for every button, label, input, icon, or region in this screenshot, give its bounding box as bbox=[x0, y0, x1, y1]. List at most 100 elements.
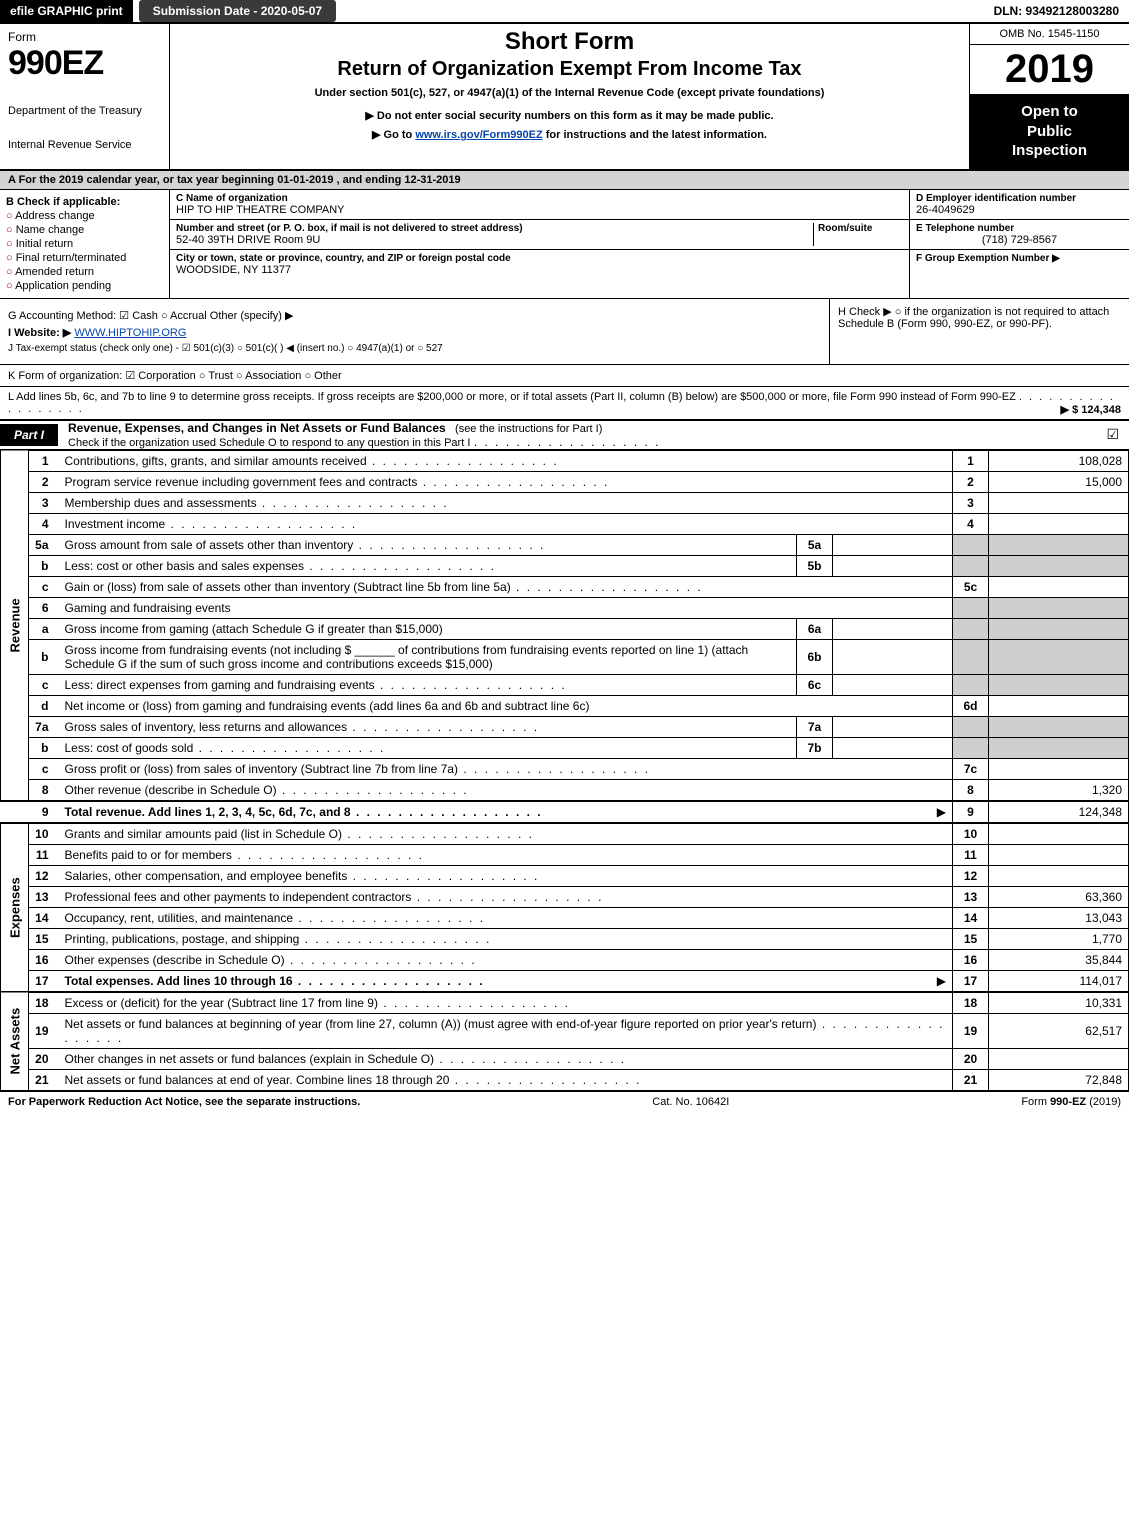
goto-line: ▶ Go to www.irs.gov/Form990EZ for instru… bbox=[180, 128, 959, 141]
page-footer: For Paperwork Reduction Act Notice, see … bbox=[0, 1091, 1129, 1112]
dept-treasury: Department of the Treasury bbox=[8, 105, 161, 117]
key-11: 11 bbox=[953, 844, 989, 865]
amt-14: 13,043 bbox=[989, 907, 1129, 928]
desc-6b: Gross income from fundraising events (no… bbox=[59, 639, 797, 674]
key-1: 1 bbox=[953, 450, 989, 471]
header-left: Form 990EZ Department of the Treasury In… bbox=[0, 24, 170, 169]
desc-3: Membership dues and assessments bbox=[59, 492, 953, 513]
amt-19: 62,517 bbox=[989, 1013, 1129, 1048]
goto-suffix: for instructions and the latest informat… bbox=[546, 129, 767, 141]
col-b-title: B Check if applicable: bbox=[6, 196, 163, 208]
part1-table: Revenue 1 Contributions, gifts, grants, … bbox=[0, 450, 1129, 1091]
dept-irs: Internal Revenue Service bbox=[8, 139, 161, 151]
part1-check-line: Check if the organization used Schedule … bbox=[68, 437, 470, 449]
info-grid: B Check if applicable: Address change Na… bbox=[0, 190, 1129, 299]
desc-5a: Gross amount from sale of assets other t… bbox=[59, 534, 797, 555]
miniamt-7a bbox=[833, 716, 953, 737]
chk-initial-return[interactable]: Initial return bbox=[6, 238, 163, 250]
amt-9: 124,348 bbox=[989, 801, 1129, 823]
key-20: 20 bbox=[953, 1048, 989, 1069]
submission-date-badge: Submission Date - 2020-05-07 bbox=[139, 0, 336, 22]
desc-13: Professional fees and other payments to … bbox=[59, 886, 953, 907]
row-a-tax-year: A For the 2019 calendar year, or tax yea… bbox=[0, 171, 1129, 190]
footer-paperwork: For Paperwork Reduction Act Notice, see … bbox=[8, 1096, 360, 1108]
top-bar: efile GRAPHIC print Submission Date - 20… bbox=[0, 0, 1129, 24]
dln-label: DLN: 93492128003280 bbox=[984, 0, 1129, 22]
chk-name-change[interactable]: Name change bbox=[6, 224, 163, 236]
shade-6b bbox=[953, 639, 989, 674]
key-14: 14 bbox=[953, 907, 989, 928]
website-prefix: I Website: ▶ bbox=[8, 327, 71, 339]
ein-label: D Employer identification number bbox=[916, 193, 1123, 204]
shade-6c bbox=[953, 674, 989, 695]
org-name-label: C Name of organization bbox=[176, 193, 903, 204]
website-link[interactable]: WWW.HIPTOHIP.ORG bbox=[74, 327, 186, 339]
part1-header: Part I Revenue, Expenses, and Changes in… bbox=[0, 421, 1129, 450]
ln-6c: c bbox=[29, 674, 59, 695]
amt-18: 10,331 bbox=[989, 992, 1129, 1014]
footer-catno: Cat. No. 10642I bbox=[652, 1096, 729, 1108]
amt-12 bbox=[989, 865, 1129, 886]
ein-value: 26-4049629 bbox=[916, 204, 1123, 216]
part1-badge: Part I bbox=[0, 424, 58, 446]
header-right: OMB No. 1545-1150 2019 Open to Public In… bbox=[969, 24, 1129, 169]
ln-6d: d bbox=[29, 695, 59, 716]
shade-6 bbox=[953, 597, 989, 618]
ln-5b: b bbox=[29, 555, 59, 576]
addr-cell: Number and street (or P. O. box, if mail… bbox=[170, 220, 909, 250]
col-b-checkboxes: B Check if applicable: Address change Na… bbox=[0, 190, 170, 298]
return-title: Return of Organization Exempt From Incom… bbox=[180, 58, 959, 81]
org-name-value: HIP TO HIP THEATRE COMPANY bbox=[176, 204, 903, 216]
shade-7b bbox=[953, 737, 989, 758]
miniamt-5b bbox=[833, 555, 953, 576]
desc-21: Net assets or fund balances at end of ye… bbox=[59, 1069, 953, 1090]
form-header: Form 990EZ Department of the Treasury In… bbox=[0, 24, 1129, 171]
part1-checkbox[interactable]: ☑ bbox=[1106, 426, 1119, 443]
key-21: 21 bbox=[953, 1069, 989, 1090]
key-5c: 5c bbox=[953, 576, 989, 597]
ln-9: 9 bbox=[29, 801, 59, 823]
ln-7b: b bbox=[29, 737, 59, 758]
part1-title: Revenue, Expenses, and Changes in Net As… bbox=[68, 421, 446, 435]
chk-application-pending[interactable]: Application pending bbox=[6, 280, 163, 292]
shade-6a bbox=[953, 618, 989, 639]
line-h-schedule-b: H Check ▶ ○ if the organization is not r… bbox=[829, 299, 1129, 364]
mini-6a: 6a bbox=[797, 618, 833, 639]
miniamt-6a bbox=[833, 618, 953, 639]
key-10: 10 bbox=[953, 823, 989, 845]
desc-19: Net assets or fund balances at beginning… bbox=[59, 1013, 953, 1048]
ln-7a: 7a bbox=[29, 716, 59, 737]
key-18: 18 bbox=[953, 992, 989, 1014]
irs-link[interactable]: www.irs.gov/Form990EZ bbox=[415, 129, 542, 141]
group-exempt-cell: F Group Exemption Number ▶ bbox=[910, 250, 1129, 267]
ln-16: 16 bbox=[29, 949, 59, 970]
desc-16: Other expenses (describe in Schedule O) bbox=[59, 949, 953, 970]
org-name-cell: C Name of organization HIP TO HIP THEATR… bbox=[170, 190, 909, 220]
line-l-gross-receipts: L Add lines 5b, 6c, and 7b to line 9 to … bbox=[0, 387, 1129, 421]
amt-21: 72,848 bbox=[989, 1069, 1129, 1090]
phone-label: E Telephone number bbox=[916, 223, 1123, 234]
chk-address-change[interactable]: Address change bbox=[6, 210, 163, 222]
key-4: 4 bbox=[953, 513, 989, 534]
miniamt-7b bbox=[833, 737, 953, 758]
desc-9: Total revenue. Add lines 1, 2, 3, 4, 5c,… bbox=[59, 801, 953, 823]
part1-note: (see the instructions for Part I) bbox=[455, 423, 602, 435]
mini-5a: 5a bbox=[797, 534, 833, 555]
open-to-public-badge: Open to Public Inspection bbox=[970, 94, 1129, 169]
omb-number: OMB No. 1545-1150 bbox=[970, 24, 1129, 45]
desc-7a: Gross sales of inventory, less returns a… bbox=[59, 716, 797, 737]
shadeamt-5b bbox=[989, 555, 1129, 576]
expenses-side-label: Expenses bbox=[1, 823, 29, 992]
desc-8: Other revenue (describe in Schedule O) bbox=[59, 779, 953, 801]
shade-7a bbox=[953, 716, 989, 737]
key-12: 12 bbox=[953, 865, 989, 886]
ln-13: 13 bbox=[29, 886, 59, 907]
chk-amended-return[interactable]: Amended return bbox=[6, 266, 163, 278]
key-7c: 7c bbox=[953, 758, 989, 779]
line-i-website: I Website: ▶ WWW.HIPTOHIP.ORG bbox=[8, 326, 821, 339]
key-19: 19 bbox=[953, 1013, 989, 1048]
shade-5b bbox=[953, 555, 989, 576]
efile-print-button[interactable]: efile GRAPHIC print bbox=[0, 0, 133, 22]
open-line1: Open to bbox=[974, 102, 1125, 122]
chk-final-return[interactable]: Final return/terminated bbox=[6, 252, 163, 264]
